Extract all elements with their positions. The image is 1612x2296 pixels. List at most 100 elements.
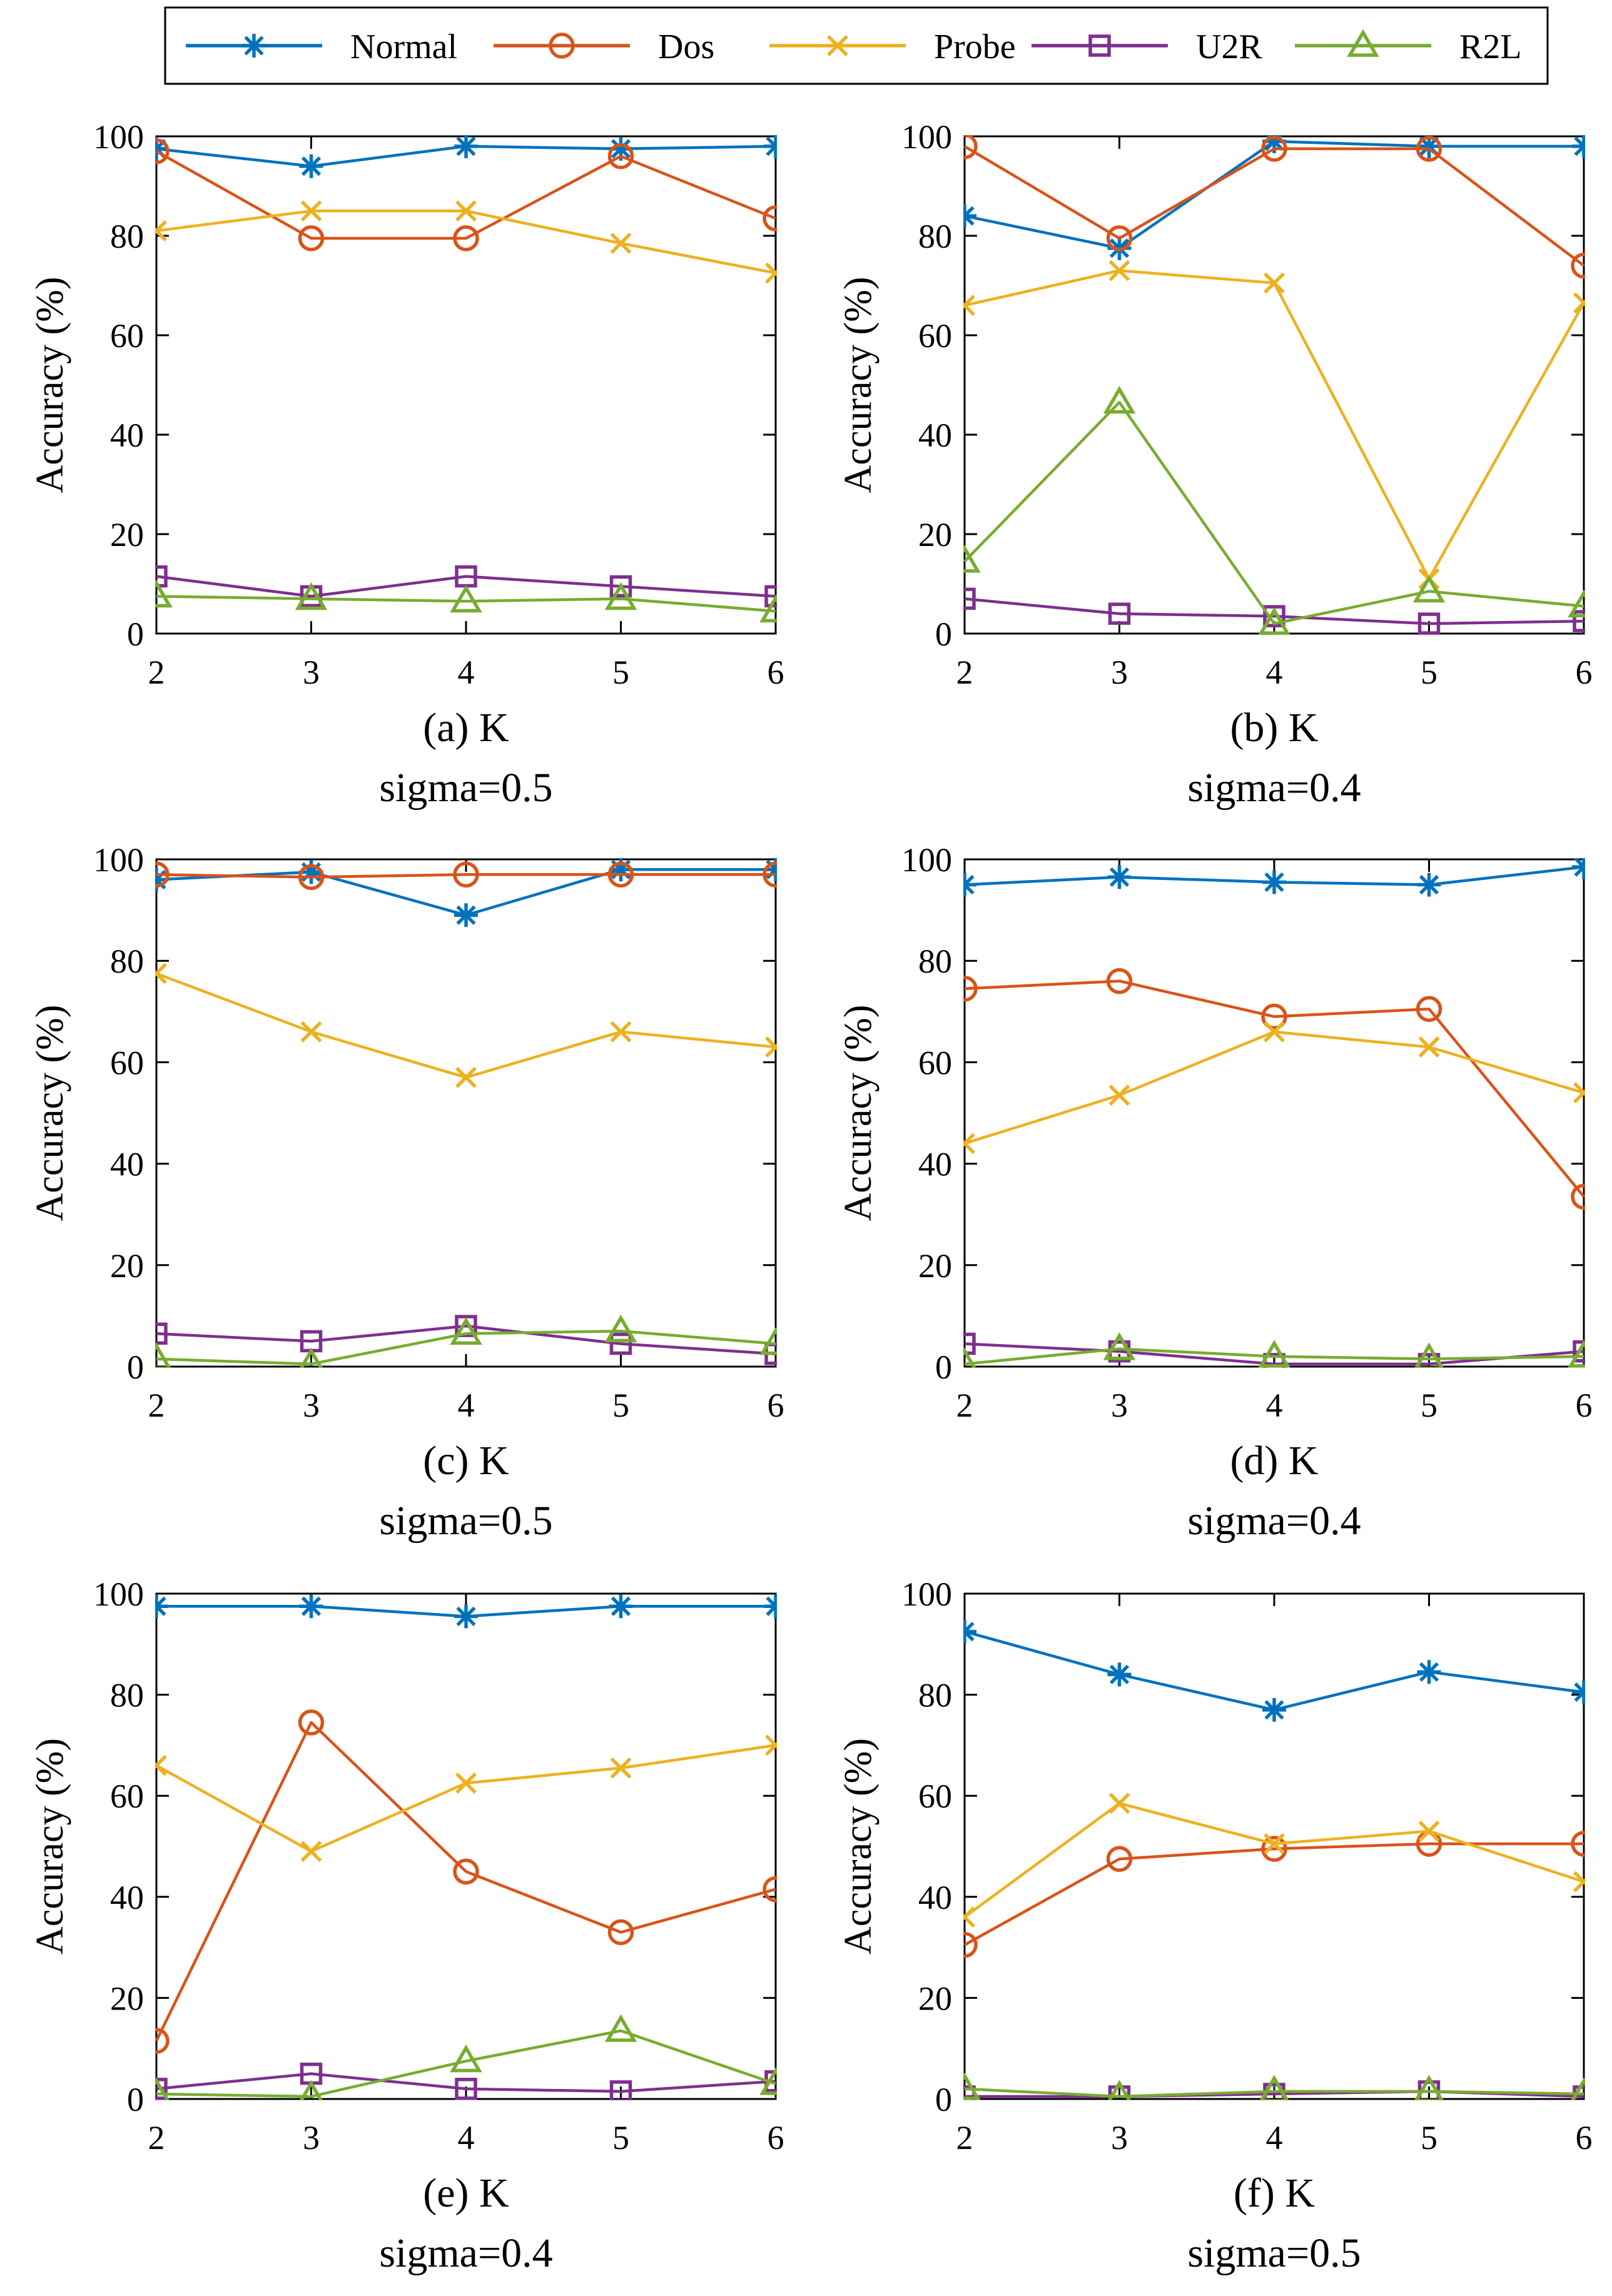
series-normal [155, 1594, 777, 1629]
y-tick-label: 40 [110, 1879, 144, 1916]
data-point-normal [963, 204, 976, 228]
data-point-probe [155, 963, 167, 984]
y-tick-label: 40 [918, 1146, 952, 1183]
data-point-dos [453, 1858, 479, 1885]
data-point-probe [1418, 1820, 1440, 1842]
data-point-probe [610, 1021, 632, 1043]
data-point-u2r [764, 585, 777, 608]
panel-subcaption: sigma=0.4 [379, 2230, 552, 2276]
series-dos [963, 1831, 1585, 1958]
data-point-dos [607, 143, 634, 169]
data-point-u2r [963, 2085, 976, 2100]
data-point-dos [298, 225, 325, 251]
data-point-normal [1417, 1660, 1441, 1684]
data-point-dos [298, 1709, 325, 1736]
y-tick-label: 100 [901, 118, 952, 156]
y-tick-label: 100 [93, 118, 144, 156]
y-tick-label: 100 [901, 1575, 952, 1613]
data-point-dos [963, 976, 978, 1002]
data-point-r2l [963, 545, 981, 573]
panel-subcaption: sigma=0.5 [379, 1498, 552, 1544]
legend-item-u2r: U2R [1032, 28, 1262, 66]
legend-item-r2l: R2L [1295, 28, 1522, 66]
data-point-normal [454, 903, 478, 928]
data-point-probe [1573, 1082, 1585, 1104]
data-point-r2l [299, 2080, 323, 2100]
x-tick-label: 3 [1111, 1387, 1128, 1424]
data-point-r2l [295, 582, 328, 610]
data-point-probe [455, 200, 477, 222]
x-tick-label: 5 [612, 2119, 629, 2157]
data-point-r2l [1259, 2075, 1289, 2100]
x-tick-label: 2 [148, 1387, 165, 1424]
data-point-probe [1264, 1021, 1285, 1043]
chart-panel-a: 0 20 40 60 80 100 2 3 4 5 6 Accuracy (%) (a) K sigma=… [29, 118, 784, 811]
chart-panel-f: 0 20 40 60 80 100 2 3 4 5 6 Accuracy (%) (f) K sigma=… [837, 1575, 1593, 2276]
data-point-r2l [604, 582, 637, 610]
data-point-r2l [1103, 385, 1136, 414]
data-point-r2l [1568, 589, 1585, 618]
data-point-u2r [963, 587, 976, 610]
panel-subcaption: sigma=0.4 [1187, 765, 1361, 811]
series-group [963, 135, 1585, 635]
data-point-probe [1108, 1085, 1130, 1106]
data-point-normal [1107, 1662, 1132, 1687]
y-tick-label: 60 [918, 1044, 952, 1081]
y-tick-label: 60 [918, 317, 952, 355]
y-axis-label: Accuracy (%) [29, 277, 71, 493]
y-axis-label: Accuracy (%) [837, 277, 880, 493]
plot-frame [963, 1592, 1585, 2100]
legend-label-normal: Normal [350, 28, 457, 66]
x-tick-label: 6 [1576, 654, 1593, 691]
data-point-r2l [155, 2077, 170, 2100]
data-point-probe [1108, 260, 1130, 281]
legend-label-dos: Dos [658, 28, 714, 66]
x-tick-label: 5 [1421, 1387, 1437, 1424]
series-probe [155, 963, 777, 1088]
data-point-dos [1106, 225, 1133, 251]
data-point-r2l [963, 1347, 976, 1368]
series-line-probe [964, 1030, 1584, 1145]
series-r2l [963, 385, 1585, 635]
y-tick-label: 80 [110, 218, 144, 255]
data-point-normal [1262, 1697, 1286, 1722]
data-point-u2r [609, 2080, 632, 2100]
data-point-normal [454, 135, 478, 158]
series-line-r2l [156, 1329, 776, 1366]
x-tick-label: 5 [1421, 654, 1437, 691]
y-tick-label: 40 [110, 417, 144, 454]
x-tick-label: 5 [1421, 2119, 1437, 2157]
data-point-u2r [1573, 610, 1585, 632]
data-point-r2l [1570, 2077, 1585, 2100]
series-line-dos [155, 1721, 776, 2042]
series-probe [155, 1734, 777, 1863]
data-point-normal [764, 135, 777, 158]
series-line-u2r [156, 575, 776, 598]
data-point-probe [155, 1754, 167, 1776]
data-point-probe [300, 200, 322, 222]
legend-label-u2r: U2R [1196, 28, 1262, 66]
series-dos [155, 1709, 777, 2054]
series-normal [155, 135, 777, 178]
data-point-dos [1261, 1836, 1287, 1862]
y-tick-label: 100 [93, 841, 144, 879]
data-point-r2l [450, 584, 482, 613]
series-line-r2l [964, 1347, 1584, 1366]
legend: Normal Dos Probe U2R R2L [164, 6, 1549, 85]
data-point-r2l [1258, 1340, 1290, 1368]
data-point-probe [155, 220, 167, 241]
data-point-r2l [450, 2044, 482, 2073]
y-tick-label: 20 [918, 1980, 952, 2017]
data-point-dos [453, 861, 479, 888]
x-tick-label: 5 [612, 1387, 629, 1424]
data-point-normal [1417, 872, 1441, 897]
data-point-dos [607, 1919, 634, 1946]
legend-marker-r2l [1347, 29, 1379, 57]
data-point-r2l [1568, 1340, 1585, 1368]
data-point-r2l [1107, 2080, 1132, 2100]
legend-marker-normal [242, 34, 266, 58]
data-point-dos [155, 138, 170, 164]
data-point-u2r [1108, 602, 1131, 625]
data-point-dos [607, 861, 634, 888]
data-point-r2l [450, 1317, 482, 1345]
